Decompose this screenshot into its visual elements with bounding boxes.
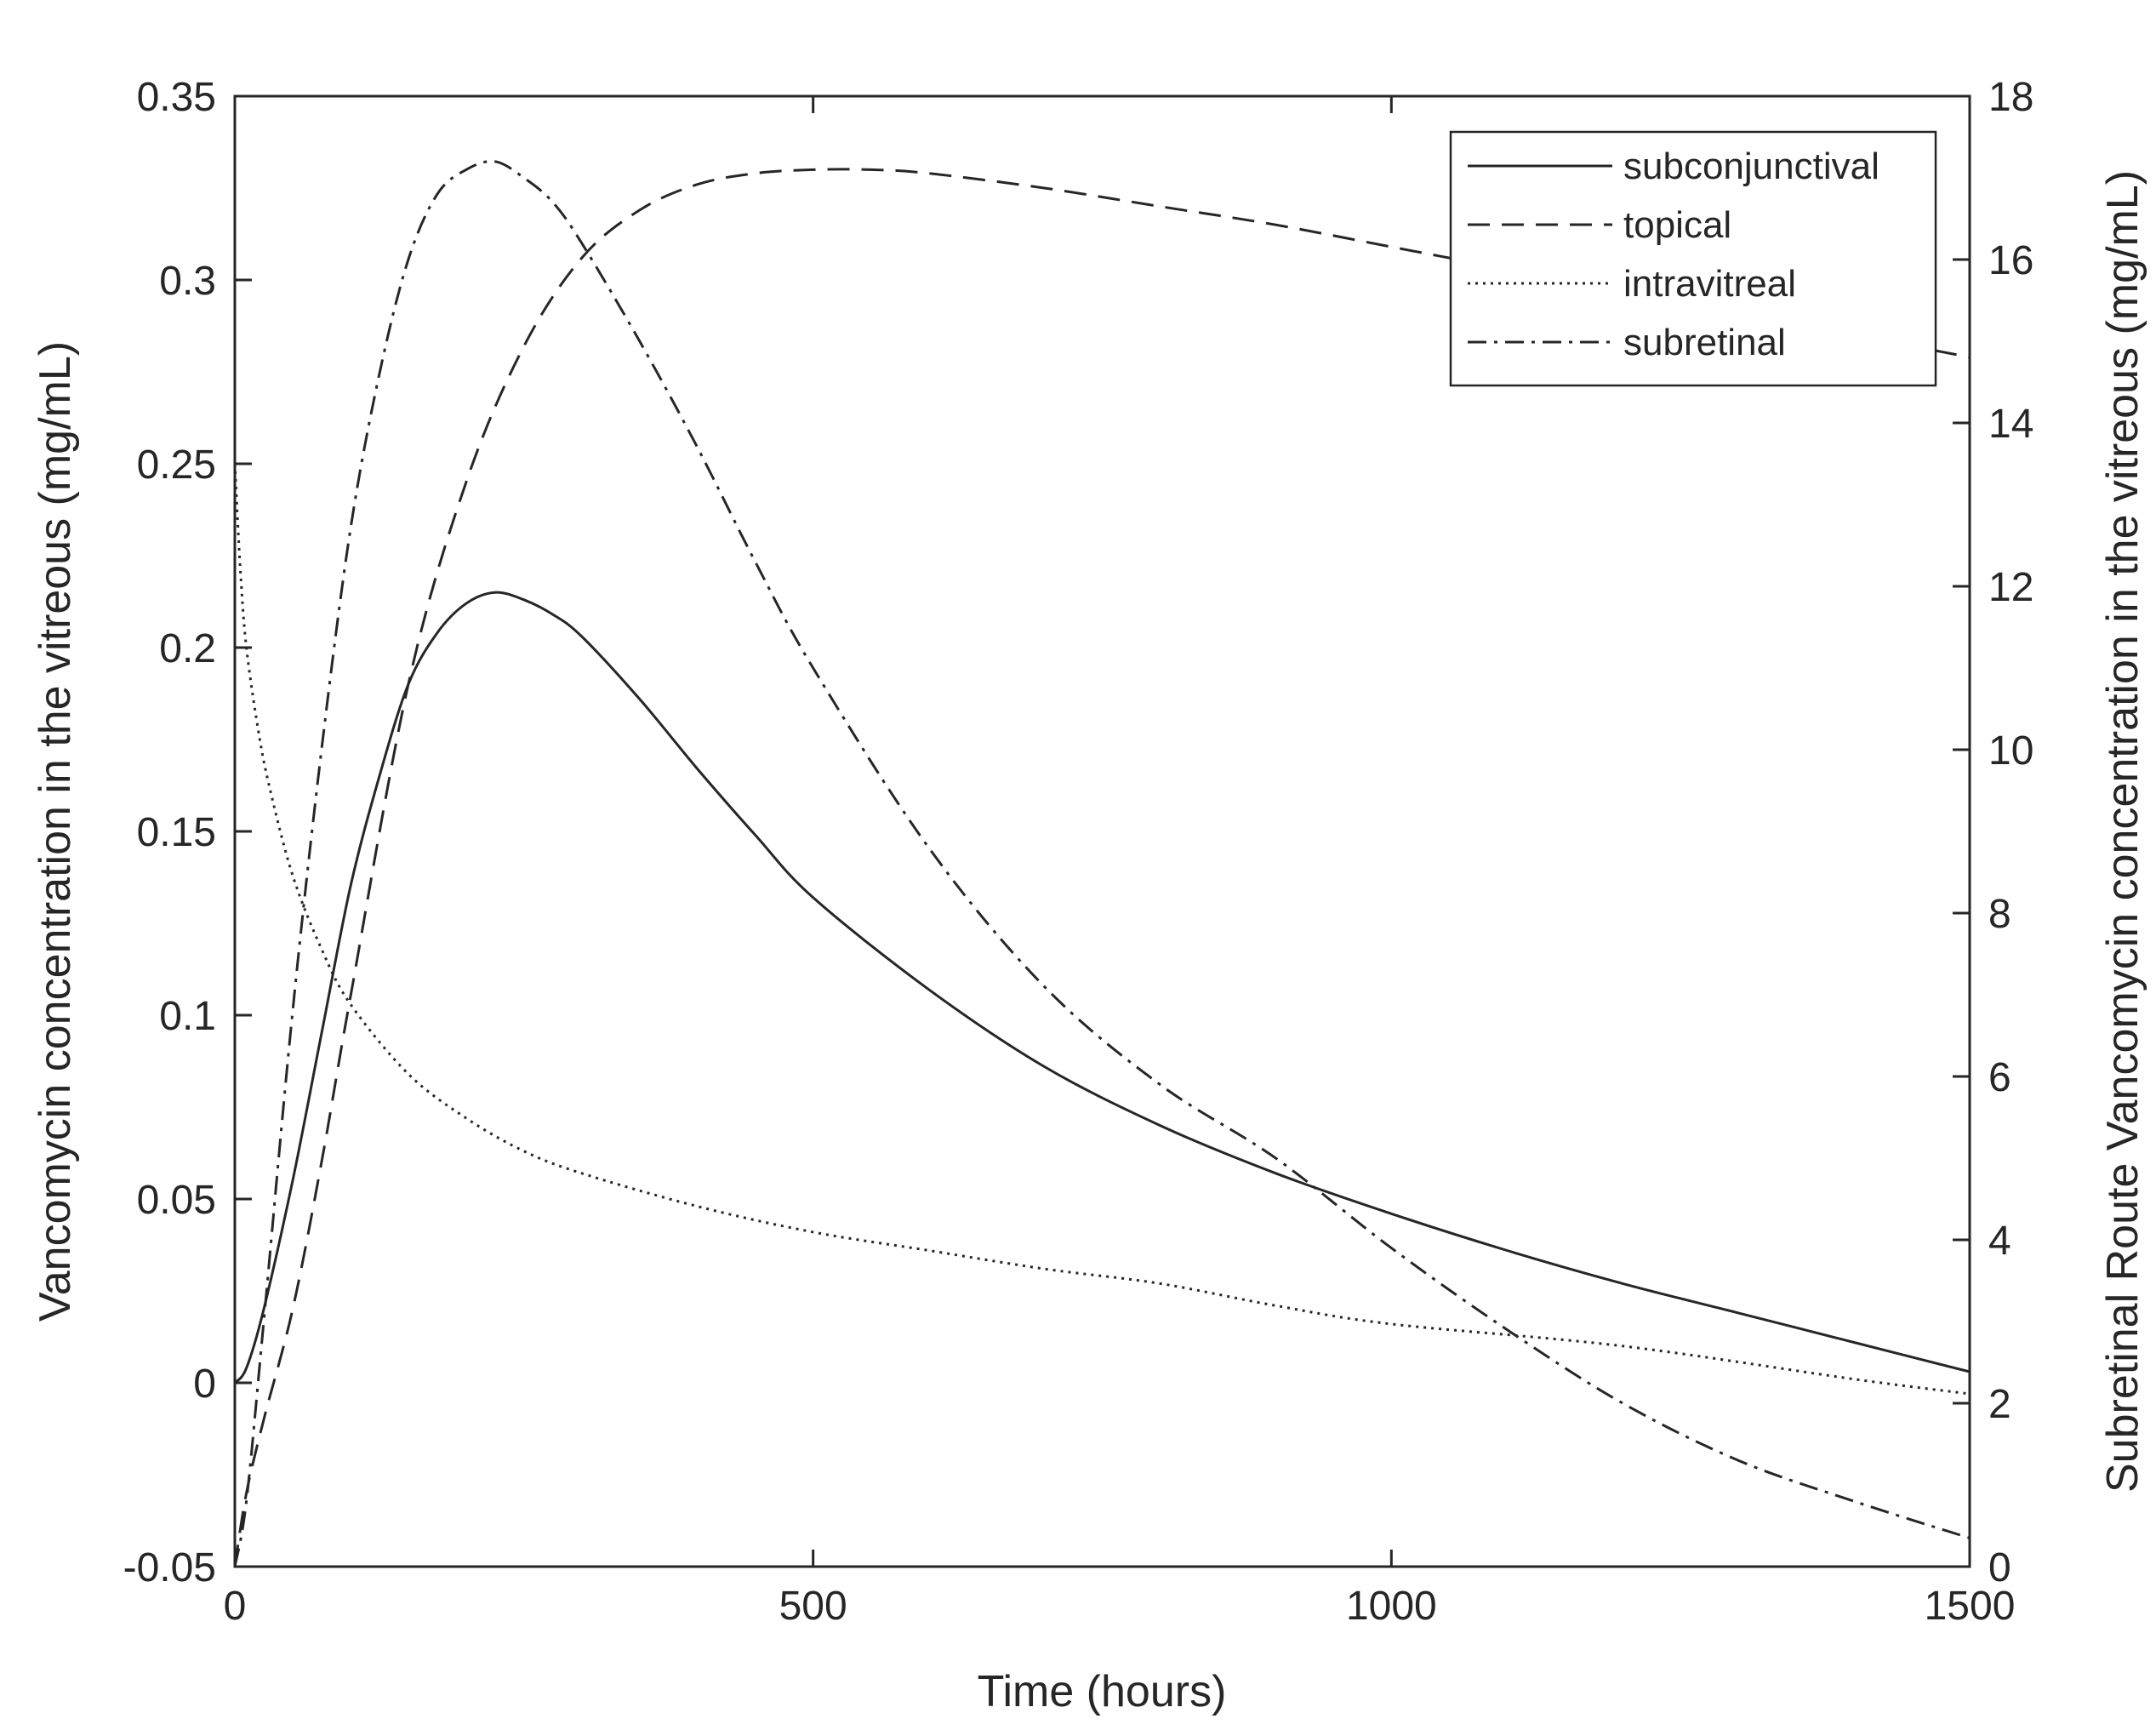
y-tick-label: 0.2 (159, 626, 216, 671)
y-tick-label: 0.25 (137, 442, 216, 488)
y2-tick-label: 18 (1988, 75, 2033, 120)
y2-tick-label: 2 (1988, 1382, 2011, 1427)
x-tick-label: 1000 (1346, 1584, 1437, 1629)
legend-label-subconjunctival: subconjunctival (1623, 146, 1879, 187)
x-tick-label: 500 (779, 1584, 847, 1629)
series-line-subconjunctival (233, 591, 1971, 1385)
y-tick-label: 0.3 (159, 259, 216, 304)
y-axis-title: Vancomycin concentration in the vitreous… (31, 341, 80, 1322)
legend-label-topical: topical (1623, 204, 1731, 246)
legend-label-intravitreal: intravitreal (1623, 263, 1796, 305)
y2-axis-title: Subretinal Route Vancomycin concentratio… (2098, 170, 2147, 1493)
legend: subconjunctival topical intravitreal sub… (1449, 130, 1937, 387)
y-tick-label: 0.05 (137, 1178, 216, 1223)
series-line-subretinal (233, 159, 1971, 1567)
y2-tick-label: 6 (1988, 1055, 2011, 1100)
y2-tick-label: 8 (1988, 892, 2011, 937)
x-tick-label: 1500 (1925, 1584, 2016, 1629)
y2-tick-label: 12 (1988, 565, 2033, 610)
y-tick-label: 0.35 (137, 75, 216, 120)
y-tick-label: 0 (193, 1362, 216, 1407)
x-tick-label: 0 (224, 1584, 247, 1629)
y-tick-label: 0.1 (159, 994, 216, 1039)
y2-tick-label: 4 (1988, 1219, 2011, 1264)
series-line-intravitreal (233, 463, 1971, 1396)
y2-tick-label: 14 (1988, 402, 2033, 447)
x-axis-title: Time (hours) (978, 1667, 1227, 1716)
y2-tick-label: 10 (1988, 728, 2033, 774)
y-tick-label: 0.15 (137, 810, 216, 855)
y2-tick-label: 0 (1988, 1545, 2011, 1590)
y2-tick-label: 16 (1988, 238, 2033, 283)
axes-layer: 0 500 1000 1500-0.0500.050.10.150.20.250.30… (123, 75, 2034, 1629)
y-tick-label: -0.05 (123, 1545, 216, 1590)
legend-label-subretinal: subretinal (1623, 322, 1786, 363)
